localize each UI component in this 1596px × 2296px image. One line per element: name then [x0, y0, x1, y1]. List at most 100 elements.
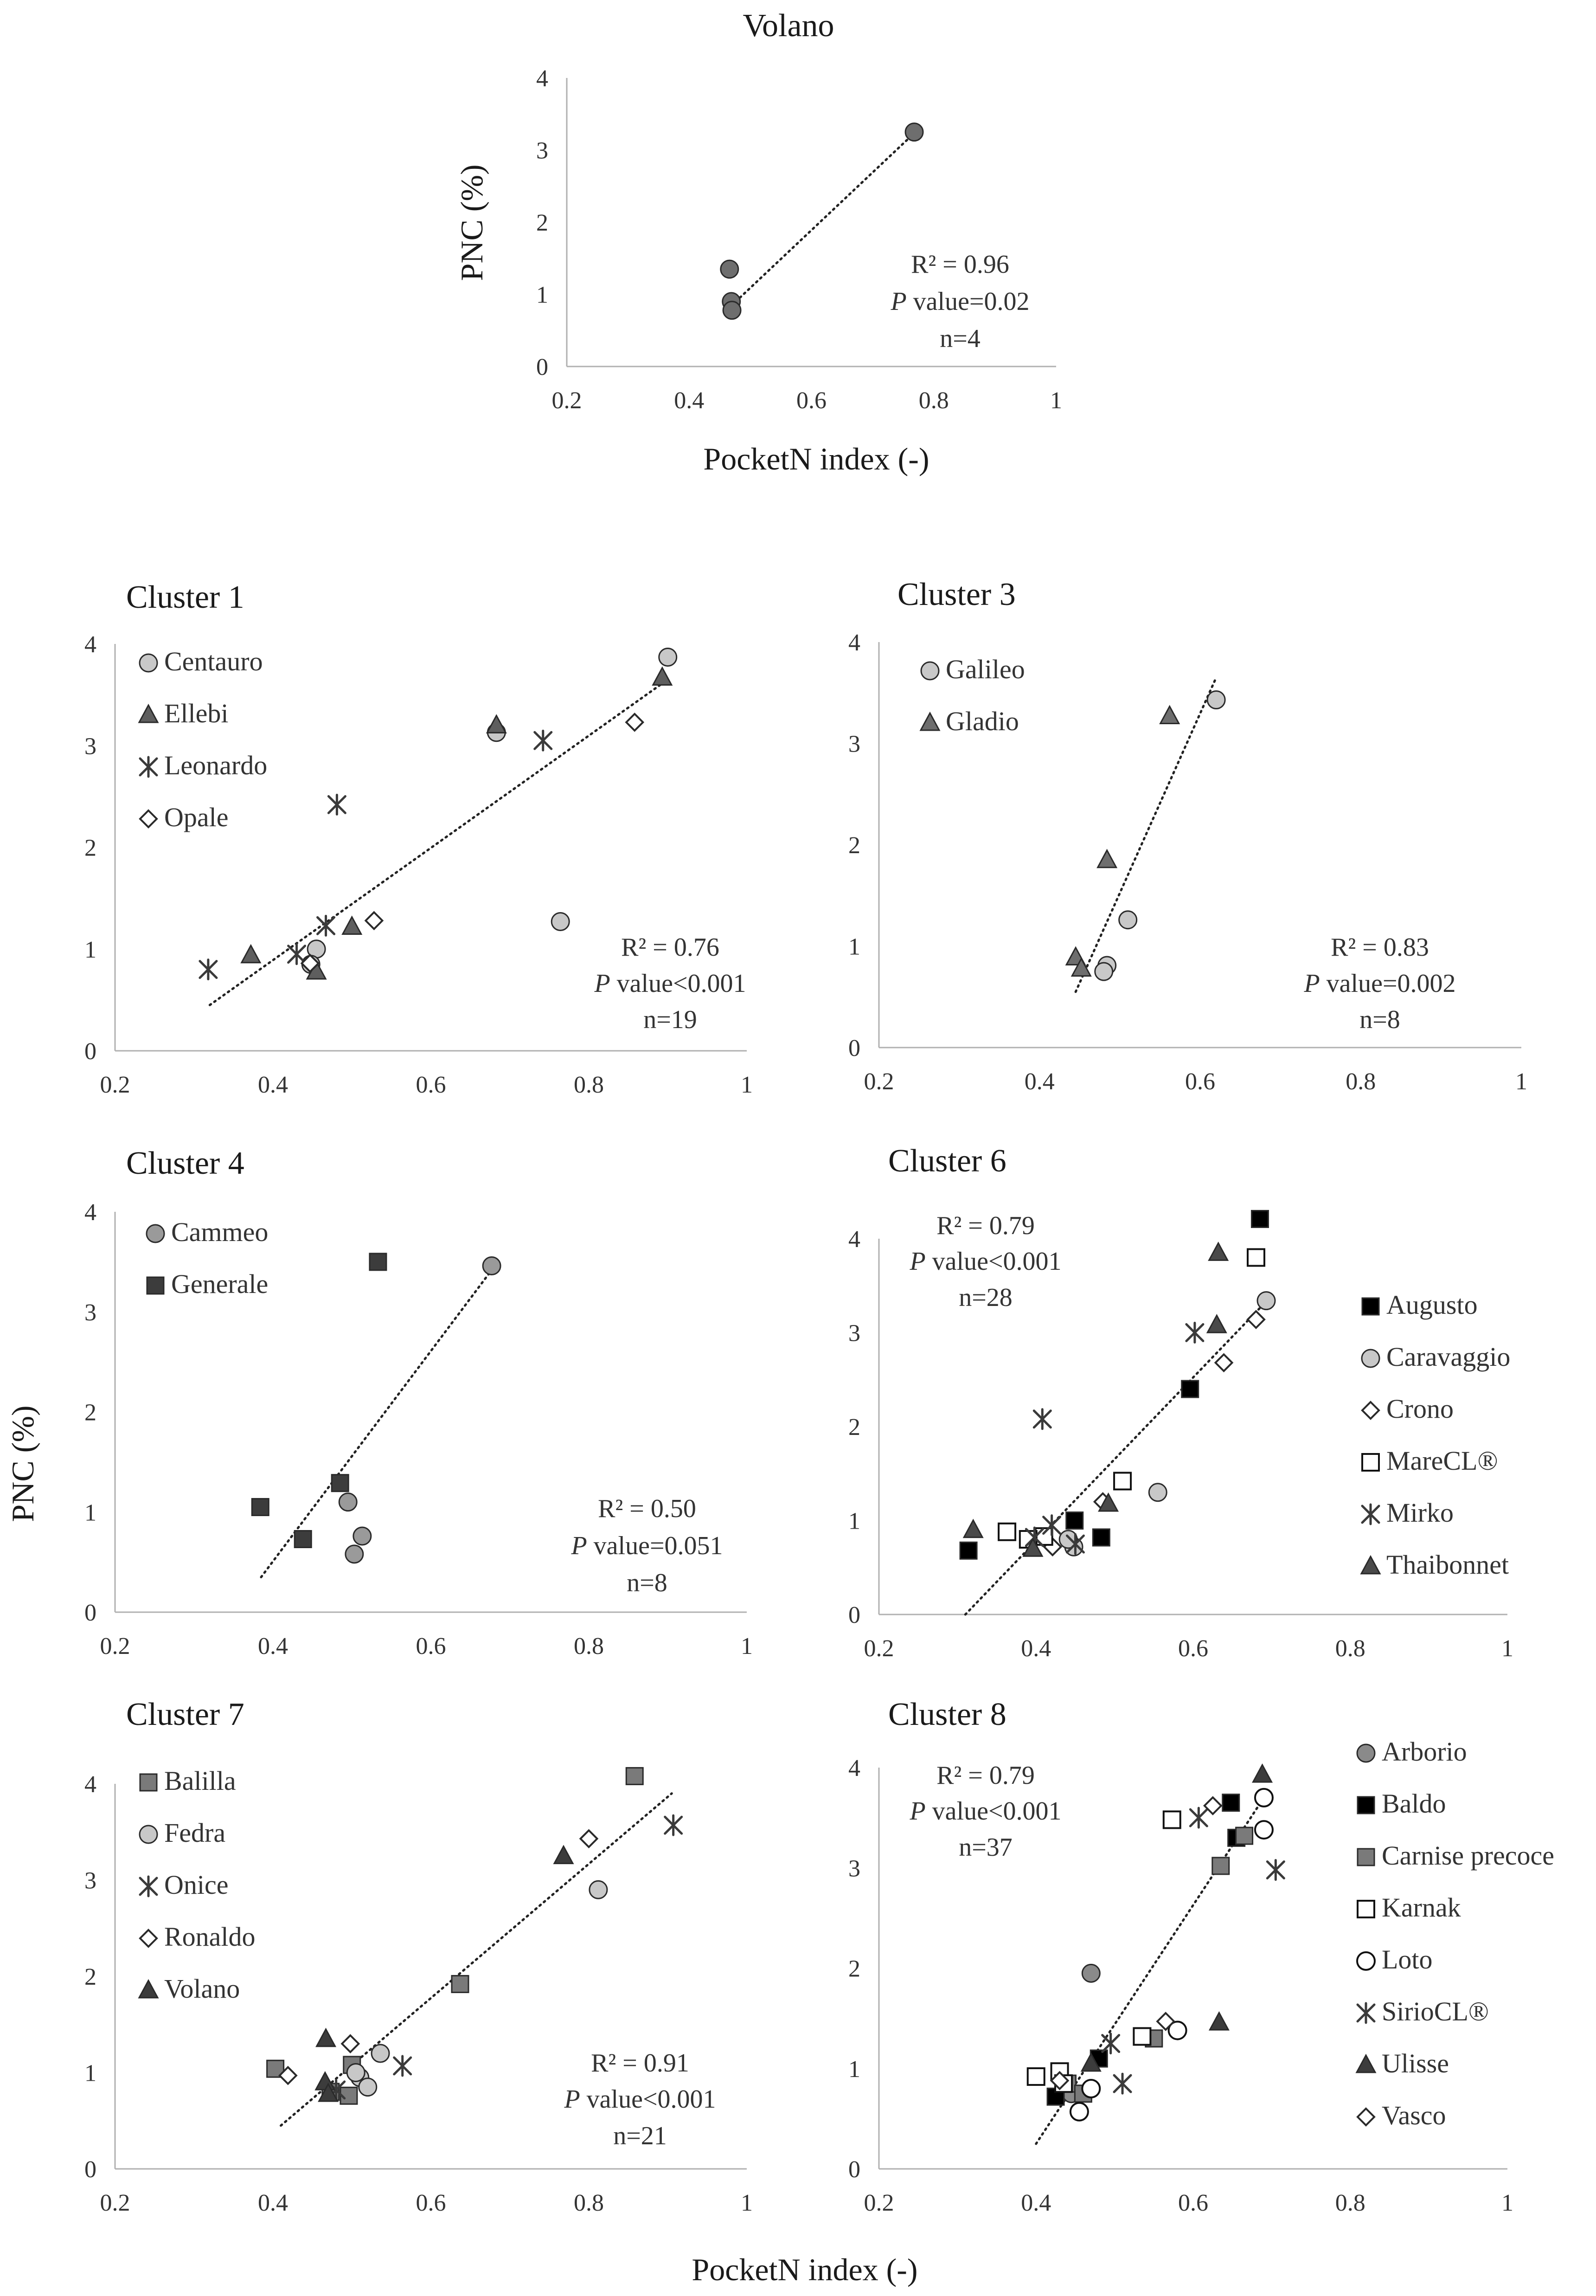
cluster3-y-tick: 0: [848, 1035, 860, 1061]
cluster8-legend-marker: [1355, 2053, 1377, 2073]
cluster1-point: [652, 666, 673, 686]
volano-r2: R² = 0.96: [911, 250, 1009, 279]
volano-y-tick: 1: [536, 282, 548, 309]
volano-x-tick: 0.2: [552, 387, 582, 414]
cluster6-x-tick: 0.6: [1178, 1635, 1208, 1662]
cluster6-point: [1065, 1533, 1085, 1555]
panels-group: 0 1 2 3 4 0.2 0.4 0.6 0.8 1 Volano PocketN index (-…: [84, 8, 1554, 2216]
cluster6-point: [998, 1522, 1017, 1541]
cluster7-legend-label: Ronaldo: [164, 1922, 256, 1952]
cluster4-point: [482, 1256, 501, 1276]
cluster1-pvalue: P value<0.001: [594, 969, 746, 998]
cluster3-y-tick: 3: [848, 731, 860, 758]
cluster6-y-tick: 0: [848, 1602, 860, 1628]
cluster7-point: [393, 2055, 412, 2077]
volano-x-tick: 1: [1050, 387, 1062, 414]
cluster8-panel: 0 1 2 3 4 0.2 0.4 0.6 0.8 1 Cluster 8 R² = 0.79 P va…: [848, 1697, 1554, 2216]
cluster6-legend-label: Mirko: [1386, 1498, 1454, 1528]
volano-point: [904, 122, 924, 142]
cluster7-point: [358, 2077, 378, 2097]
cluster1-x-tick: 0.6: [416, 1072, 446, 1098]
cluster4-x-tick: 0.4: [258, 1633, 288, 1659]
cluster4-n: n=8: [627, 1569, 667, 1597]
cluster6-legend-label: Augusto: [1386, 1290, 1478, 1320]
cluster1-legend-label: Ellebi: [164, 698, 229, 728]
cluster6-legend-marker: [1361, 1503, 1380, 1525]
cluster8-legend-marker: [1356, 1743, 1376, 1763]
cluster3-legend-marker: [920, 661, 940, 681]
cluster7-r2: R² = 0.91: [591, 2049, 689, 2077]
cluster7-x-tick: 0.2: [100, 2190, 130, 2216]
cluster7-point: [664, 1814, 683, 1836]
cluster6-point: [1246, 1310, 1266, 1329]
cluster4-x-tick: 1: [741, 1633, 753, 1659]
cluster1-x-tick: 0.2: [100, 1072, 130, 1098]
cluster6-point: [1256, 1291, 1276, 1311]
cluster6-point: [1113, 1472, 1132, 1491]
cluster8-x-tick: 0.8: [1335, 2190, 1365, 2216]
cluster6-point: [1032, 1408, 1052, 1430]
volano-x-tick: 0.6: [796, 387, 827, 414]
cluster6-y-tick: 1: [848, 1508, 860, 1535]
cluster6-legend-label: MareCL®: [1386, 1446, 1498, 1476]
cluster3-x-tick: 1: [1515, 1068, 1527, 1095]
cluster4-point: [338, 1492, 358, 1512]
cluster7-panel: 0 1 2 3 4 0.2 0.4 0.6 0.8 1 Cluster 7 R² = 0.91 P va…: [84, 1697, 753, 2216]
cluster3-x-tick: 0.2: [864, 1068, 894, 1095]
cluster7-point: [371, 2044, 390, 2063]
cluster4-panel: 0 1 2 3 4 0.2 0.4 0.6 0.8 1 Cluster 4 R² = 0.50 P va…: [84, 1145, 753, 1659]
cluster6-point: [962, 1518, 984, 1538]
cluster3-point: [1206, 690, 1226, 710]
cluster1-legend-marker: [139, 653, 158, 673]
cluster4-legend-marker: [146, 1276, 165, 1295]
cluster6-legend-label: Thaibonnet: [1386, 1550, 1509, 1580]
cluster4-y-tick: 0: [84, 1600, 96, 1626]
cluster3-title: Cluster 3: [897, 577, 1016, 612]
cluster1-point: [199, 958, 218, 981]
cluster6-legend-marker: [1360, 1555, 1381, 1575]
cluster8-r2: R² = 0.79: [936, 1761, 1035, 1790]
cluster4-title: Cluster 4: [126, 1145, 244, 1181]
volano-trendline: [731, 131, 917, 307]
cluster1-point: [533, 729, 553, 752]
global-x-label: PocketN index (-): [692, 2252, 917, 2287]
cluster1-trendline: [208, 678, 669, 1006]
cluster4-legend-marker: [146, 1224, 165, 1243]
cluster8-point: [1156, 2012, 1176, 2031]
cluster3-y-tick: 2: [848, 832, 860, 859]
cluster3-point: [1159, 705, 1180, 725]
cluster3-pvalue: P value=0.002: [1303, 969, 1455, 998]
cluster7-y-tick: 1: [84, 2060, 96, 2087]
cluster6-legend-marker: [1361, 1401, 1380, 1420]
cluster6-legend-label: Crono: [1386, 1394, 1454, 1424]
cluster8-y-tick: 4: [848, 1755, 860, 1781]
cluster4-r2: R² = 0.50: [598, 1494, 696, 1523]
cluster6-point: [1092, 1528, 1110, 1547]
cluster7-legend-label: Balilla: [164, 1766, 236, 1796]
cluster1-point: [364, 911, 384, 931]
cluster7-legend-label: Fedra: [164, 1818, 225, 1848]
cluster6-point: [1208, 1241, 1229, 1261]
cluster8-legend-label: Carnise precoce: [1382, 1840, 1554, 1871]
cluster7-title: Cluster 7: [126, 1697, 244, 1732]
cluster6-x-tick: 0.4: [1021, 1635, 1051, 1662]
cluster7-y-tick: 3: [84, 1868, 96, 1894]
cluster8-point: [1189, 1807, 1208, 1829]
cluster1-legend-label: Opale: [164, 802, 229, 832]
cluster8-legend-marker: [1356, 2002, 1376, 2024]
cluster1-n: n=19: [643, 1005, 697, 1034]
cluster4-x-tick: 0.6: [416, 1633, 446, 1659]
cluster4-point: [294, 1530, 312, 1549]
cluster6-point: [959, 1541, 978, 1560]
cluster6-x-tick: 0.2: [864, 1635, 894, 1662]
cluster8-point: [1050, 2071, 1070, 2090]
cluster8-point: [1235, 1827, 1254, 1845]
volano-y-tick: 2: [536, 210, 548, 236]
cluster6-panel: 0 1 2 3 4 0.2 0.4 0.6 0.8 1 Cluster 6 R² = 0.79 P va…: [848, 1143, 1513, 1662]
cluster8-point: [1222, 1794, 1240, 1812]
cluster8-pvalue: P value<0.001: [909, 1797, 1061, 1826]
volano-x-tick: 0.8: [919, 387, 949, 414]
cluster3-x-tick: 0.6: [1185, 1068, 1215, 1095]
cluster8-point: [1162, 1810, 1181, 1829]
